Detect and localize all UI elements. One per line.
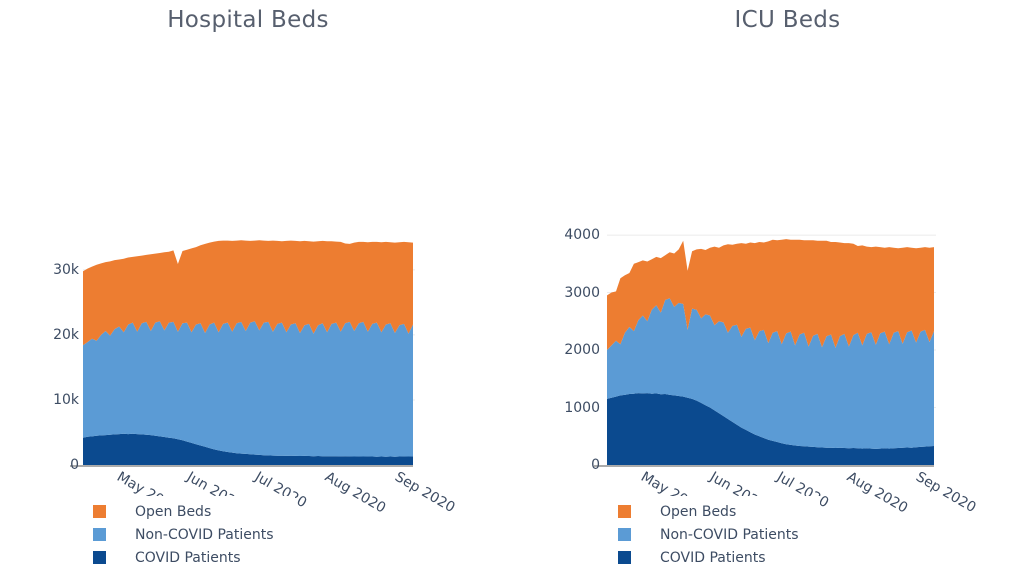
legend-label: Open Beds xyxy=(135,503,212,520)
y-tick-label-30k: 30k xyxy=(53,261,79,278)
chart-title-icu-beds: ICU Beds xyxy=(734,7,841,33)
area-non-covid-patients-hospital-beds[interactable] xyxy=(83,321,413,457)
legend-item-covid-patients[interactable]: COVID Patients xyxy=(93,546,283,569)
legend-swatch-open-beds xyxy=(618,505,631,518)
legend-label: COVID Patients xyxy=(135,549,241,566)
legend-swatch-covid-patients xyxy=(618,551,631,564)
area-open-beds-icu-beds[interactable] xyxy=(607,239,934,350)
y-tick-label-4000: 4000 xyxy=(564,227,600,244)
legend-swatch-non-covid-patients xyxy=(93,528,106,541)
legend-swatch-covid-patients xyxy=(93,551,106,564)
y-tick-label-10k: 10k xyxy=(53,391,79,408)
legend-label: Open Beds xyxy=(660,503,737,520)
legend-hospital-beds: Open Beds Non-COVID Patients COVID Patient… xyxy=(85,496,295,573)
y-tick-label-20k: 20k xyxy=(53,326,79,343)
legend-label: Non-COVID Patients xyxy=(135,526,274,543)
legend-item-non-covid-patients[interactable]: Non-COVID Patients xyxy=(93,523,283,546)
legend-item-open-beds[interactable]: Open Beds xyxy=(93,500,283,523)
legend-item-non-covid-patients[interactable]: Non-COVID Patients xyxy=(618,523,808,546)
y-tick-label-0: 0 xyxy=(591,457,600,473)
legend-label: COVID Patients xyxy=(660,549,766,566)
chart-title-hospital-beds: Hospital Beds xyxy=(167,7,329,33)
y-tick-label-1000: 1000 xyxy=(564,399,600,416)
area-covid-patients-icu-beds[interactable] xyxy=(607,393,934,465)
area-open-beds-hospital-beds[interactable] xyxy=(83,240,413,346)
y-tick-label-0: 0 xyxy=(70,457,79,473)
legend-icu-beds: Open Beds Non-COVID Patients COVID Patient… xyxy=(610,496,820,573)
y-tick-label-2000: 2000 xyxy=(564,342,600,359)
legend-item-covid-patients[interactable]: COVID Patients xyxy=(618,546,808,569)
y-tick-label-3000: 3000 xyxy=(564,284,600,301)
legend-swatch-non-covid-patients xyxy=(618,528,631,541)
area-non-covid-patients-icu-beds[interactable] xyxy=(607,298,934,449)
legend-swatch-open-beds xyxy=(93,505,106,518)
legend-item-open-beds[interactable]: Open Beds xyxy=(618,500,808,523)
area-covid-patients-hospital-beds[interactable] xyxy=(83,433,413,465)
legend-label: Non-COVID Patients xyxy=(660,526,799,543)
